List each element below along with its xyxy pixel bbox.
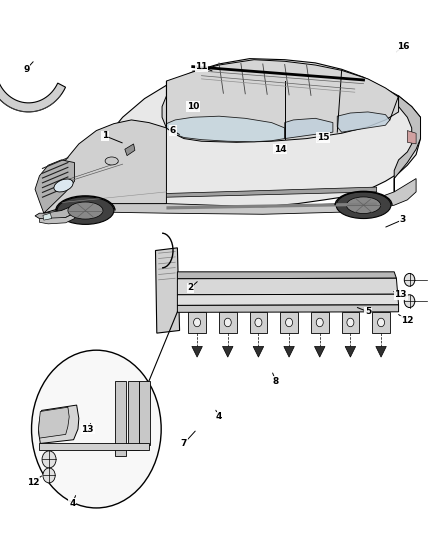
Text: 10: 10: [187, 102, 199, 111]
Text: 1: 1: [102, 132, 108, 140]
Polygon shape: [407, 131, 416, 144]
Circle shape: [316, 318, 323, 327]
Polygon shape: [139, 381, 150, 445]
Text: 2: 2: [187, 284, 194, 292]
Polygon shape: [311, 312, 328, 333]
Circle shape: [404, 295, 415, 308]
Text: 3: 3: [400, 215, 406, 224]
Polygon shape: [39, 443, 149, 450]
Polygon shape: [376, 346, 386, 357]
Polygon shape: [219, 312, 237, 333]
Polygon shape: [177, 272, 396, 279]
Polygon shape: [345, 346, 356, 357]
Text: 8: 8: [273, 377, 279, 385]
Circle shape: [255, 318, 262, 327]
Polygon shape: [0, 83, 66, 112]
Circle shape: [42, 451, 56, 468]
Text: 15: 15: [317, 133, 329, 142]
Circle shape: [286, 318, 293, 327]
Text: 5: 5: [365, 308, 371, 316]
Circle shape: [347, 318, 354, 327]
Polygon shape: [166, 187, 377, 197]
Polygon shape: [128, 381, 139, 450]
Circle shape: [43, 468, 55, 483]
Ellipse shape: [105, 157, 118, 165]
Polygon shape: [39, 213, 74, 224]
Polygon shape: [394, 96, 420, 192]
Polygon shape: [280, 312, 298, 333]
Polygon shape: [188, 312, 206, 333]
Polygon shape: [162, 60, 399, 142]
Circle shape: [32, 350, 161, 508]
Polygon shape: [253, 346, 264, 357]
Ellipse shape: [336, 192, 391, 219]
Polygon shape: [342, 312, 359, 333]
Polygon shape: [285, 118, 333, 139]
Polygon shape: [115, 381, 126, 456]
Text: 9: 9: [23, 65, 29, 74]
Polygon shape: [250, 312, 267, 333]
Polygon shape: [125, 144, 135, 156]
Polygon shape: [192, 346, 202, 357]
Text: 13: 13: [81, 425, 94, 433]
Polygon shape: [44, 171, 416, 214]
Polygon shape: [177, 278, 398, 295]
Polygon shape: [372, 312, 390, 333]
Polygon shape: [284, 346, 294, 357]
Text: 4: 4: [216, 413, 222, 421]
Text: 6: 6: [170, 126, 176, 135]
Polygon shape: [155, 248, 180, 333]
Text: 16: 16: [397, 43, 409, 51]
Ellipse shape: [57, 197, 114, 224]
Text: 12: 12: [401, 317, 413, 325]
Text: 4: 4: [69, 499, 75, 508]
Polygon shape: [166, 116, 285, 142]
Polygon shape: [39, 405, 79, 443]
Text: 7: 7: [181, 439, 187, 448]
Polygon shape: [39, 407, 69, 438]
Polygon shape: [166, 203, 377, 209]
Polygon shape: [314, 346, 325, 357]
Polygon shape: [223, 346, 233, 357]
Ellipse shape: [54, 179, 73, 192]
Circle shape: [378, 318, 385, 327]
Polygon shape: [177, 305, 399, 312]
Polygon shape: [43, 213, 52, 220]
Text: 13: 13: [395, 290, 407, 299]
Text: 12: 12: [27, 478, 39, 487]
Ellipse shape: [346, 197, 381, 213]
Polygon shape: [177, 294, 399, 305]
Ellipse shape: [68, 202, 103, 219]
Polygon shape: [35, 205, 74, 220]
Circle shape: [404, 273, 415, 286]
Polygon shape: [44, 120, 166, 213]
Circle shape: [194, 318, 201, 327]
Polygon shape: [44, 59, 420, 213]
Text: 11: 11: [195, 62, 208, 71]
Circle shape: [224, 318, 231, 327]
Text: 14: 14: [274, 145, 286, 154]
Polygon shape: [35, 160, 74, 213]
Polygon shape: [337, 112, 390, 132]
